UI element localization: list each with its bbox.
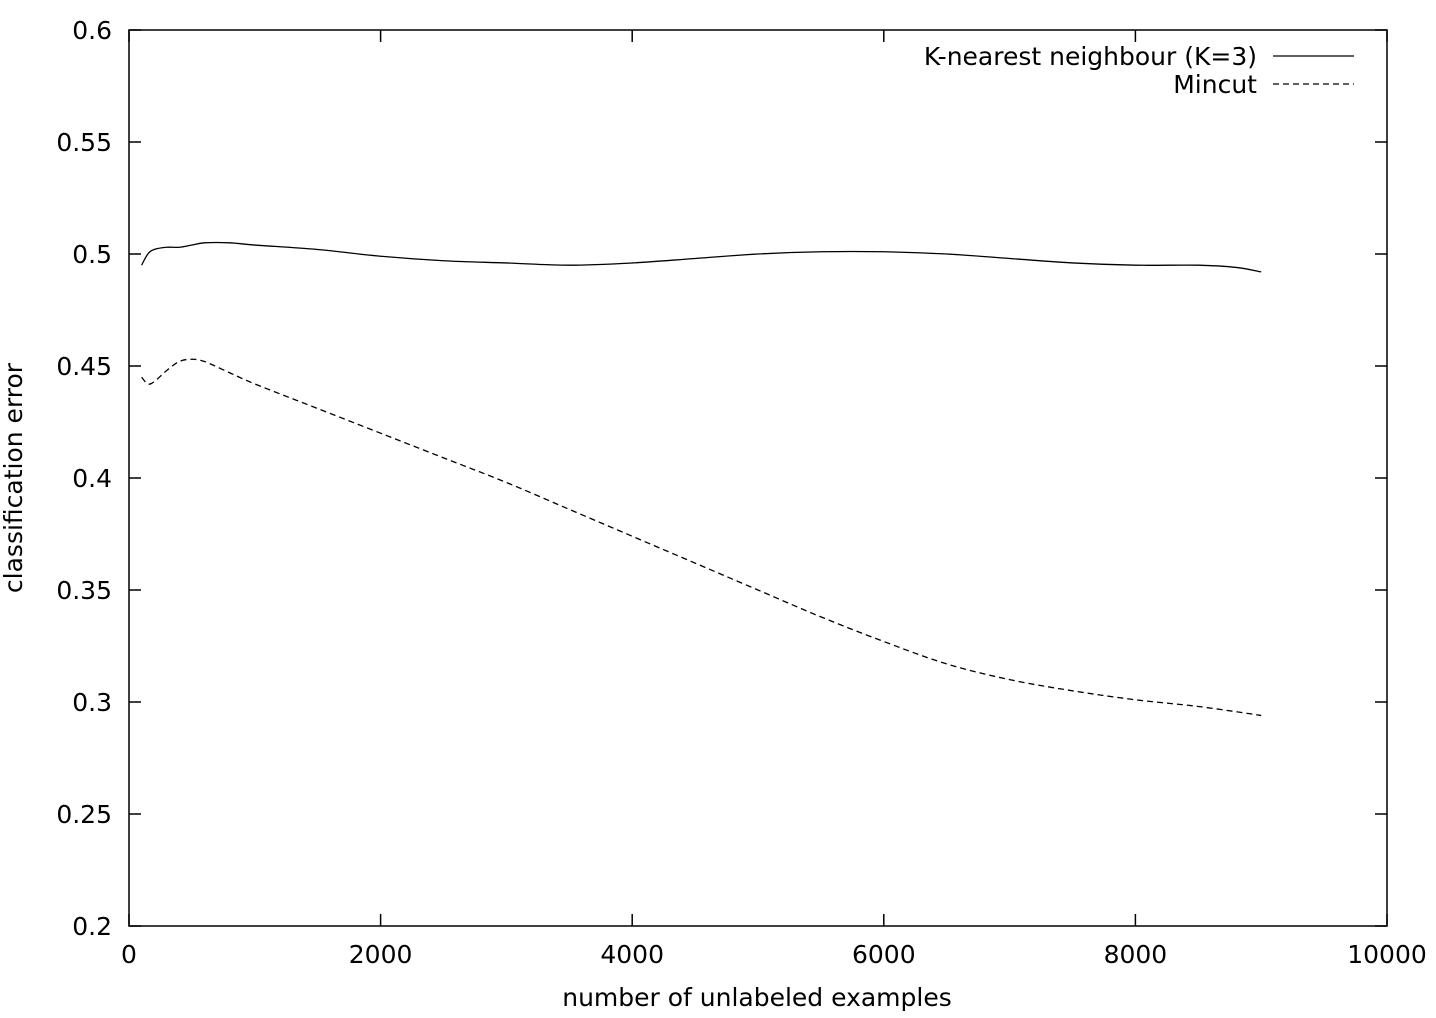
x-tick-label: 8000 bbox=[1104, 940, 1168, 969]
y-tick-label: 0.6 bbox=[72, 16, 112, 45]
y-tick-label: 0.4 bbox=[72, 464, 112, 493]
series-line-2 bbox=[141, 358, 1262, 717]
x-tick-label: 10000 bbox=[1347, 940, 1427, 969]
legend-label-2: Mincut bbox=[1173, 70, 1257, 99]
x-tick-label: 6000 bbox=[852, 940, 916, 969]
series-lines bbox=[141, 241, 1262, 717]
y-tick-label: 0.25 bbox=[56, 800, 112, 829]
y-tick-label: 0.45 bbox=[56, 352, 112, 381]
plot-area bbox=[128, 29, 1388, 927]
x-tick-label: 4000 bbox=[600, 940, 664, 969]
x-axis-ticks: 0 2000 4000 6000 8000 10000 bbox=[121, 30, 1427, 969]
series-line-1 bbox=[141, 241, 1262, 273]
y-tick-label: 0.55 bbox=[56, 128, 112, 157]
y-tick-label: 0.2 bbox=[72, 912, 112, 941]
y-axis-label: classification error bbox=[0, 362, 28, 593]
x-tick-label: 0 bbox=[121, 940, 137, 969]
legend-label-1: K-nearest neighbour (K=3) bbox=[924, 42, 1257, 71]
x-tick-label: 2000 bbox=[349, 940, 413, 969]
y-axis-ticks: 0.2 0.25 0.3 0.35 0.4 0.45 0.5 0.55 0.6 bbox=[56, 16, 1387, 941]
y-tick-label: 0.35 bbox=[56, 576, 112, 605]
legend: K-nearest neighbour (K=3)Mincut bbox=[924, 42, 1354, 99]
y-tick-label: 0.5 bbox=[72, 240, 112, 269]
x-axis-label: number of unlabeled examples bbox=[562, 983, 952, 1012]
plot-frame bbox=[128, 29, 1388, 927]
y-tick-label: 0.3 bbox=[72, 688, 112, 717]
